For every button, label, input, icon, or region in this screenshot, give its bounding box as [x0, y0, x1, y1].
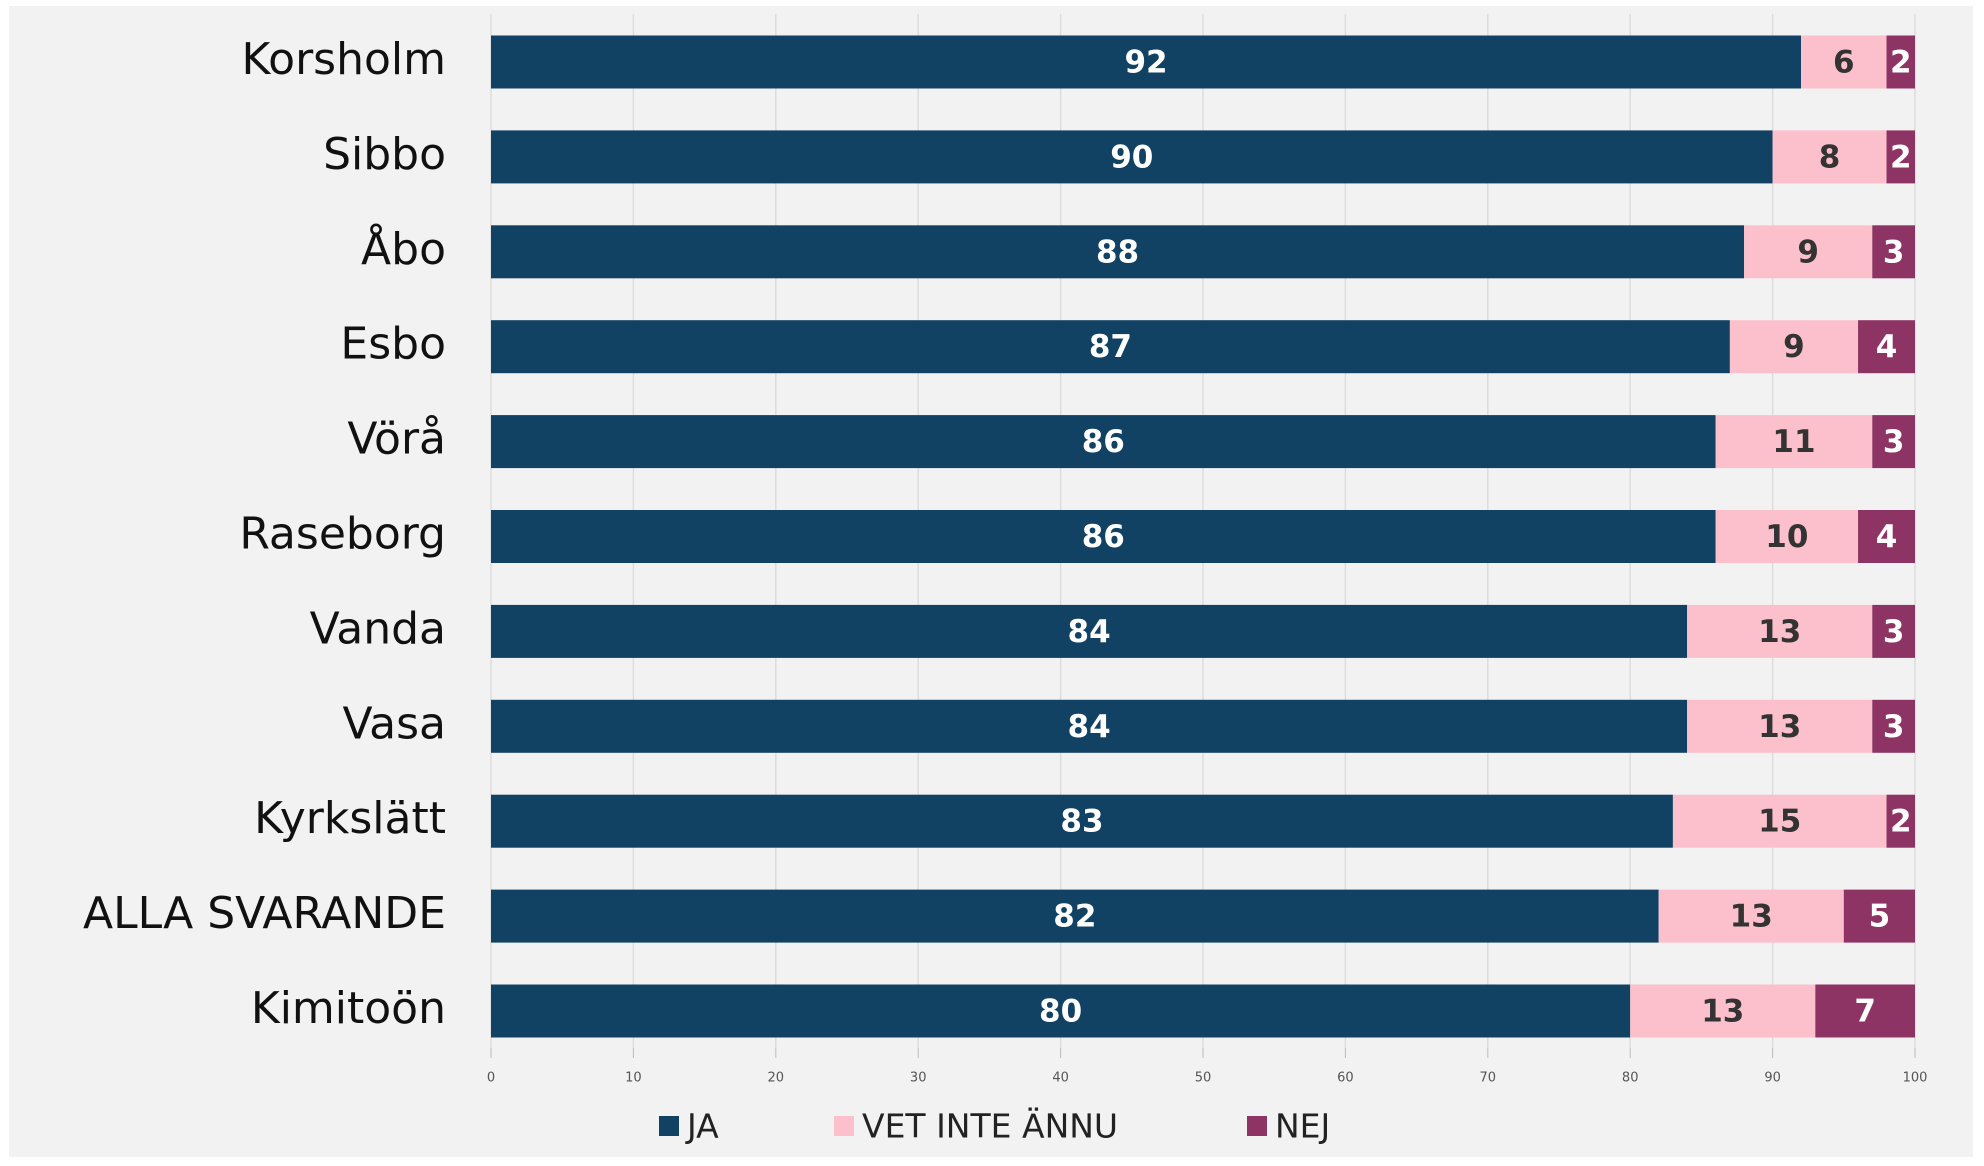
- data-label: 87: [1089, 329, 1132, 365]
- x-tick-label: 70: [1480, 1071, 1497, 1086]
- category-label: Vasa: [342, 698, 446, 749]
- bar-segment: [1772, 130, 1887, 184]
- data-label: 3: [1883, 424, 1905, 460]
- data-label: 9: [1797, 234, 1819, 270]
- category-label: Vanda: [310, 603, 446, 654]
- data-label: 11: [1772, 424, 1815, 460]
- bar-segment: [491, 794, 1673, 848]
- legend-swatch: [1247, 1116, 1267, 1136]
- x-tick-label: 100: [1903, 1071, 1928, 1086]
- data-label: 2: [1890, 804, 1912, 840]
- x-tick-label: 80: [1622, 1071, 1639, 1086]
- category-label: Esbo: [340, 319, 446, 370]
- x-tick-label: 20: [768, 1071, 785, 1086]
- bar-segment: [1672, 794, 1887, 848]
- data-label: 3: [1883, 614, 1905, 650]
- data-label: 13: [1701, 994, 1744, 1030]
- bar-segment: [1858, 320, 1915, 374]
- bar-segment: [1886, 794, 1915, 848]
- data-label: 2: [1890, 139, 1912, 175]
- bar-segment: [491, 130, 1773, 184]
- legend-swatch: [834, 1116, 854, 1136]
- legend-label: VET INTE ÄNNU: [862, 1107, 1118, 1146]
- data-label: 84: [1068, 709, 1111, 745]
- bar-segment: [1886, 130, 1915, 184]
- bar-segment: [1715, 415, 1873, 469]
- x-tick-label: 60: [1337, 1071, 1354, 1086]
- data-label: 83: [1060, 804, 1103, 840]
- data-label: 80: [1039, 994, 1082, 1030]
- data-label: 5: [1869, 899, 1891, 935]
- category-label: Korsholm: [242, 34, 447, 85]
- category-label: Åbo: [361, 222, 446, 275]
- x-tick-label: 0: [487, 1071, 495, 1086]
- category-label: Kyrkslätt: [254, 793, 446, 844]
- bar-segment: [491, 510, 1716, 563]
- bar-segment: [491, 225, 1745, 279]
- bar-segment: [1872, 699, 1915, 753]
- category-label: Raseborg: [239, 509, 446, 560]
- category-label: Sibbo: [323, 129, 446, 180]
- bar-segment: [491, 984, 1631, 1038]
- x-tick-label: 40: [1052, 1071, 1069, 1086]
- bar-segment: [1886, 35, 1915, 89]
- bar-segment: [1858, 510, 1915, 563]
- bar-segment: [1872, 604, 1915, 658]
- x-tick-label: 10: [625, 1071, 642, 1086]
- x-tick-label: 90: [1764, 1071, 1781, 1086]
- legend-label: JA: [685, 1107, 719, 1146]
- data-label: 86: [1082, 424, 1125, 460]
- bar-segment: [1715, 510, 1859, 563]
- bar-segment: [1872, 415, 1915, 469]
- category-label: ALLA SVARANDE: [83, 888, 446, 939]
- bar-segment: [1801, 35, 1887, 89]
- data-label: 7: [1854, 994, 1876, 1030]
- data-label: 86: [1082, 519, 1125, 555]
- data-label: 4: [1876, 329, 1898, 365]
- bar-segment: [491, 320, 1730, 374]
- bar-segment: [1630, 984, 1816, 1038]
- data-label: 90: [1110, 139, 1153, 175]
- bar-segment: [491, 699, 1688, 753]
- legend-label: NEJ: [1275, 1107, 1330, 1146]
- data-label: 92: [1124, 45, 1167, 81]
- data-label: 2: [1890, 45, 1912, 81]
- data-label: 13: [1758, 614, 1801, 650]
- category-label: Kimitoön: [251, 983, 446, 1034]
- category-label: Vörå: [347, 414, 446, 465]
- bar-segment: [491, 415, 1716, 469]
- bar-segment: [1815, 984, 1915, 1038]
- data-label: 13: [1758, 709, 1801, 745]
- legend-swatch: [659, 1116, 679, 1136]
- bar-segment: [491, 604, 1688, 658]
- bar-segment: [1843, 889, 1915, 943]
- data-label: 10: [1765, 519, 1808, 555]
- bar-segment: [1872, 225, 1915, 279]
- data-label: 13: [1730, 899, 1773, 935]
- data-label: 82: [1053, 899, 1096, 935]
- data-label: 15: [1758, 804, 1801, 840]
- data-label: 88: [1096, 234, 1139, 270]
- bar-segment: [1687, 604, 1873, 658]
- bar-segment: [1729, 320, 1859, 374]
- bar-segment: [1658, 889, 1844, 943]
- data-label: 9: [1783, 329, 1805, 365]
- bar-segment: [491, 889, 1659, 943]
- bar-segment: [1744, 225, 1873, 279]
- data-label: 3: [1883, 234, 1905, 270]
- bar-segment: [1687, 699, 1873, 753]
- x-tick-label: 50: [1195, 1071, 1212, 1086]
- data-label: 6: [1833, 45, 1855, 81]
- data-label: 8: [1819, 139, 1841, 175]
- data-label: 4: [1876, 519, 1898, 555]
- data-label: 84: [1068, 614, 1111, 650]
- background: [9, 6, 1973, 1157]
- bar-segment: [491, 35, 1802, 89]
- x-tick-label: 30: [910, 1071, 927, 1086]
- data-label: 3: [1883, 709, 1905, 745]
